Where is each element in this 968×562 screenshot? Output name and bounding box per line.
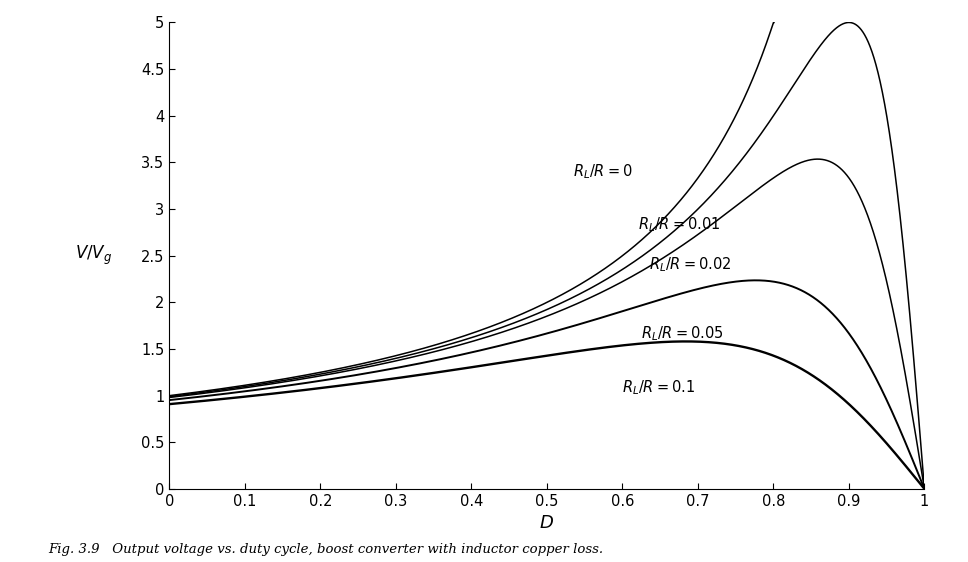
Text: Fig. 3.9   Output voltage vs. duty cycle, boost converter with inductor copper l: Fig. 3.9 Output voltage vs. duty cycle, … [48, 543, 603, 556]
X-axis label: D: D [540, 514, 554, 532]
Text: $R_L/R = 0.1$: $R_L/R = 0.1$ [622, 378, 695, 397]
Text: $R_L/R = 0.02$: $R_L/R = 0.02$ [649, 256, 731, 274]
Text: $R_L/R = 0.01$: $R_L/R = 0.01$ [638, 216, 720, 234]
Y-axis label: $V/V_g$: $V/V_g$ [76, 244, 112, 268]
Text: $R_L/R = 0$: $R_L/R = 0$ [573, 162, 633, 181]
Text: $R_L/R = 0.05$: $R_L/R = 0.05$ [641, 324, 724, 342]
